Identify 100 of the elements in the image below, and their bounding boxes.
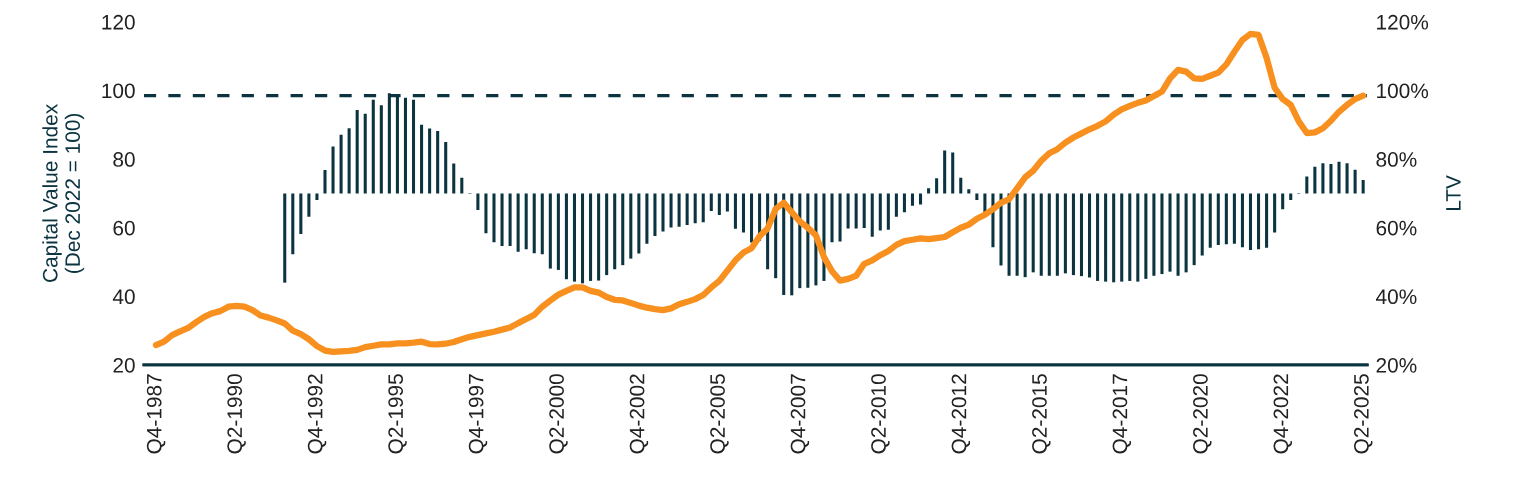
x-tick-label: Q4-2017 [1112, 374, 1132, 454]
bar [1112, 193, 1116, 283]
bar [782, 193, 786, 295]
bar [371, 99, 375, 194]
bar [556, 193, 560, 270]
bar [975, 193, 979, 200]
bar [548, 193, 552, 269]
bar [524, 193, 528, 250]
bar [411, 99, 416, 194]
bar [1104, 193, 1108, 282]
bar [1063, 193, 1067, 274]
bar [283, 193, 287, 283]
bar [355, 110, 359, 194]
x-tick-label: Q4-1997 [468, 374, 488, 454]
bar [1031, 193, 1035, 273]
bar [1232, 193, 1236, 244]
y2-tick-label: 60% [1376, 220, 1417, 236]
bar [1265, 193, 1269, 248]
x-tick-label: Q2-2020 [1193, 374, 1212, 454]
bar [653, 193, 657, 236]
bar [460, 177, 464, 194]
bar [1248, 193, 1253, 251]
bar [1313, 166, 1317, 194]
bar [701, 193, 705, 223]
y2-tick-label: 40% [1375, 289, 1417, 305]
bar [1208, 193, 1212, 248]
bar [1184, 193, 1188, 273]
bar [444, 141, 448, 194]
bar [1015, 193, 1019, 276]
bar [1023, 193, 1027, 278]
bar [685, 193, 689, 225]
bar [532, 193, 536, 254]
x-tick-label: Q2-2015 [1032, 374, 1051, 454]
y-tick-label: 120 [102, 14, 135, 30]
x-tick-label: Q4-2022 [1273, 374, 1292, 454]
bar [315, 193, 319, 200]
bar [1257, 193, 1261, 250]
y-tick-label: 80 [113, 152, 135, 167]
bar [476, 193, 480, 210]
bar [1160, 193, 1164, 275]
bar [1329, 163, 1333, 194]
y-tick-label: 100 [102, 83, 135, 99]
x-tick-label: Q4-2012 [951, 374, 971, 454]
y2-axis-title: LTV [1446, 175, 1461, 211]
bar [307, 193, 311, 217]
x-tick-label: Q4-1992 [307, 374, 327, 454]
bar [1144, 193, 1148, 279]
bar [750, 193, 754, 243]
bar [878, 193, 882, 231]
y2-tick-label: 100% [1377, 83, 1429, 99]
bar [999, 193, 1003, 266]
bar [830, 193, 834, 243]
bar [1216, 193, 1220, 245]
y-axis-title: Capital Value Index (Dec 2022 = 100) [42, 104, 85, 282]
bar [1192, 193, 1196, 266]
y2-tick-label: 80% [1376, 152, 1417, 167]
bar [629, 193, 633, 259]
bar [1168, 193, 1172, 272]
x-tick-label: Q4-2007 [790, 374, 810, 454]
bar [323, 170, 327, 194]
bar [572, 193, 576, 282]
x-tick-label: Q2-2010 [871, 374, 890, 454]
bar [886, 193, 890, 230]
bar [580, 193, 585, 284]
bar [967, 189, 971, 194]
bar [1224, 193, 1228, 245]
y-tick-label: 60 [113, 220, 135, 236]
bar [927, 188, 931, 194]
bar [500, 193, 504, 246]
y2-tick-label: 20% [1376, 357, 1417, 373]
bar [613, 193, 617, 270]
bar [1047, 193, 1051, 276]
bar [1321, 163, 1325, 194]
bar [943, 150, 947, 194]
bar [621, 193, 625, 266]
bar [951, 152, 955, 194]
bar [564, 193, 568, 280]
bar [1240, 193, 1244, 248]
bar [669, 193, 673, 228]
bar [420, 124, 424, 194]
y-tick-label: 20 [113, 357, 135, 373]
bar [331, 146, 335, 194]
bar [1176, 193, 1180, 276]
bar [846, 193, 850, 229]
bar [597, 193, 601, 281]
bar [428, 128, 432, 194]
x-tick-label: Q4-1987 [146, 374, 166, 454]
bar [291, 193, 295, 255]
y-tick-label: 40 [112, 289, 135, 305]
bar [935, 178, 939, 194]
bar [959, 177, 963, 194]
bar [645, 193, 649, 244]
bar [484, 193, 488, 234]
bar [1096, 193, 1100, 281]
bar [838, 193, 842, 242]
bar [854, 193, 858, 229]
bar [1289, 193, 1293, 200]
bar [709, 193, 713, 211]
bar [1337, 161, 1341, 194]
bar [910, 193, 915, 206]
